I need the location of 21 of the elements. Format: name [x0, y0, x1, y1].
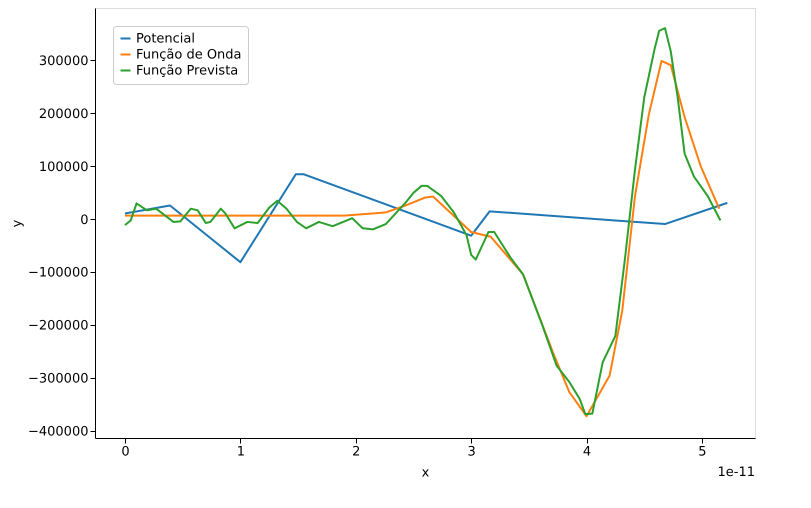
- y-tick-label: −400000: [28, 424, 88, 440]
- x-tick-label: 5: [698, 444, 707, 460]
- x-tick-label: 2: [352, 444, 360, 460]
- y-tick-label: 0: [80, 212, 88, 228]
- x-tick-label: 4: [582, 444, 592, 460]
- y-tick-label: −100000: [28, 266, 88, 281]
- line-series: [124, 173, 728, 264]
- y-tick-label: 200000: [38, 106, 88, 122]
- y-tick-label: −200000: [28, 318, 88, 334]
- y-tick-label: 300000: [38, 54, 88, 69]
- x-tick-label: 0: [121, 444, 130, 460]
- legend-label: Potencial: [136, 32, 196, 46]
- text: 1e-11: [717, 465, 755, 480]
- x-tick-label: 3: [468, 444, 476, 460]
- x-axis-title: x: [422, 466, 430, 480]
- y-tick-label: 100000: [38, 160, 88, 175]
- legend-label: Função Prevista: [136, 64, 238, 78]
- x-tick-label: 1: [236, 444, 246, 460]
- y-tick-label: −300000: [28, 372, 88, 387]
- y-axis-title: y: [10, 219, 25, 228]
- legend-label: Função de Onda: [136, 48, 242, 62]
